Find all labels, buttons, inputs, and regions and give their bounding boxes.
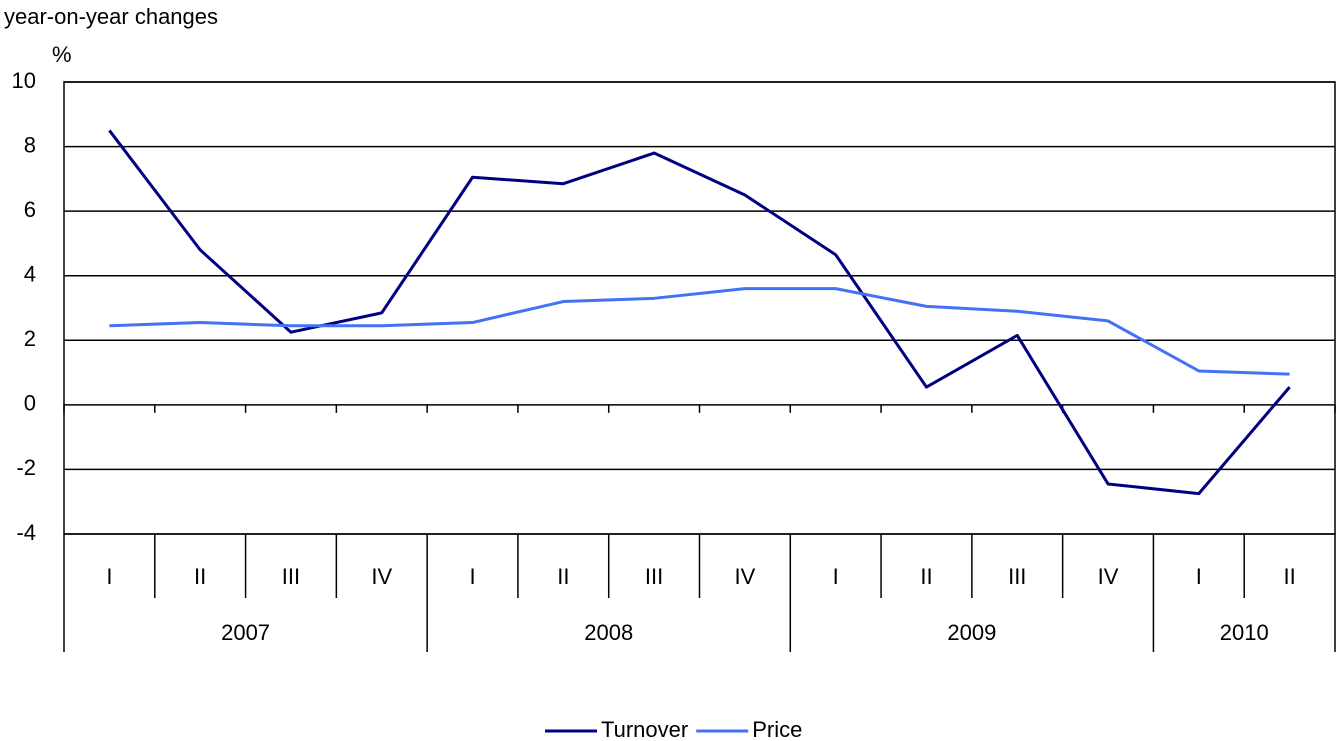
x-group-label: 2009 bbox=[947, 620, 996, 645]
x-tick-label: II bbox=[194, 564, 206, 589]
legend-label: Turnover bbox=[601, 717, 688, 741]
x-group-label: 2010 bbox=[1220, 620, 1269, 645]
x-tick-label: I bbox=[1196, 564, 1202, 589]
x-tick-label: II bbox=[920, 564, 932, 589]
legend-label: Price bbox=[752, 717, 802, 741]
x-tick-label: III bbox=[1008, 564, 1026, 589]
x-tick-label: II bbox=[1283, 564, 1295, 589]
x-tick-label: III bbox=[645, 564, 663, 589]
x-tick-label: I bbox=[469, 564, 475, 589]
y-axis-label: year-on-year changes bbox=[4, 4, 218, 29]
x-tick-label: I bbox=[106, 564, 112, 589]
series-line bbox=[109, 287, 1290, 376]
y-tick-label: 0 bbox=[24, 391, 36, 416]
x-tick-label: II bbox=[557, 564, 569, 589]
plot-border bbox=[63, 81, 1336, 535]
series-line bbox=[108, 129, 1291, 496]
y-tick-label: 8 bbox=[24, 132, 36, 157]
y-tick-label: 2 bbox=[24, 326, 36, 351]
y-tick-label: 10 bbox=[12, 68, 36, 93]
x-tick-label: III bbox=[282, 564, 300, 589]
y-tick-label: -4 bbox=[16, 520, 36, 545]
x-tick-label: IV bbox=[734, 564, 755, 589]
x-group-label: 2008 bbox=[584, 620, 633, 645]
x-tick-label: IV bbox=[371, 564, 392, 589]
x-tick-label: I bbox=[833, 564, 839, 589]
x-group-label: 2007 bbox=[221, 620, 270, 645]
y-tick-label: 4 bbox=[24, 262, 36, 287]
y-tick-label: -2 bbox=[16, 455, 36, 480]
x-tick-label: IV bbox=[1098, 564, 1119, 589]
y-axis-unit: % bbox=[52, 42, 72, 67]
y-tick-label: 6 bbox=[24, 197, 36, 222]
